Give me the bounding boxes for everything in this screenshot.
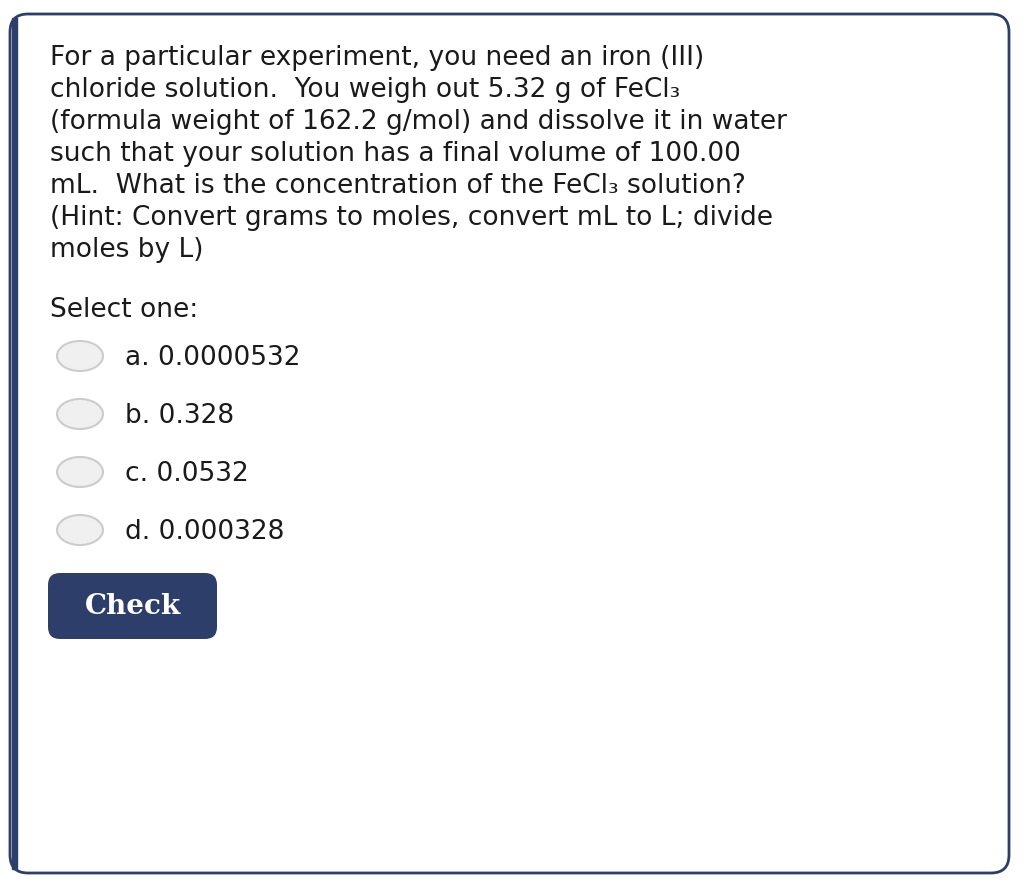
Ellipse shape — [57, 342, 103, 371]
Text: (Hint: Convert grams to moles, convert mL to L; divide: (Hint: Convert grams to moles, convert m… — [50, 205, 773, 230]
Text: such that your solution has a final volume of 100.00: such that your solution has a final volu… — [50, 141, 741, 167]
Bar — [12, 19, 17, 869]
Text: a. 0.0000532: a. 0.0000532 — [125, 345, 300, 370]
Ellipse shape — [57, 516, 103, 546]
Text: d. 0.000328: d. 0.000328 — [125, 518, 285, 544]
FancyBboxPatch shape — [10, 15, 1009, 873]
Ellipse shape — [57, 400, 103, 430]
Text: chloride solution.  You weigh out 5.32 g of FeCl₃: chloride solution. You weigh out 5.32 g … — [50, 77, 680, 103]
Text: b. 0.328: b. 0.328 — [125, 402, 234, 429]
Text: mL.  What is the concentration of the FeCl₃ solution?: mL. What is the concentration of the FeC… — [50, 173, 745, 198]
Text: For a particular experiment, you need an iron (III): For a particular experiment, you need an… — [50, 45, 705, 71]
Text: c. 0.0532: c. 0.0532 — [125, 461, 249, 486]
Ellipse shape — [57, 457, 103, 487]
Text: Select one:: Select one: — [50, 297, 199, 323]
Text: Check: Check — [84, 593, 180, 620]
Text: moles by L): moles by L) — [50, 237, 204, 263]
FancyBboxPatch shape — [48, 573, 217, 640]
Text: (formula weight of 162.2 g/mol) and dissolve it in water: (formula weight of 162.2 g/mol) and diss… — [50, 109, 787, 135]
